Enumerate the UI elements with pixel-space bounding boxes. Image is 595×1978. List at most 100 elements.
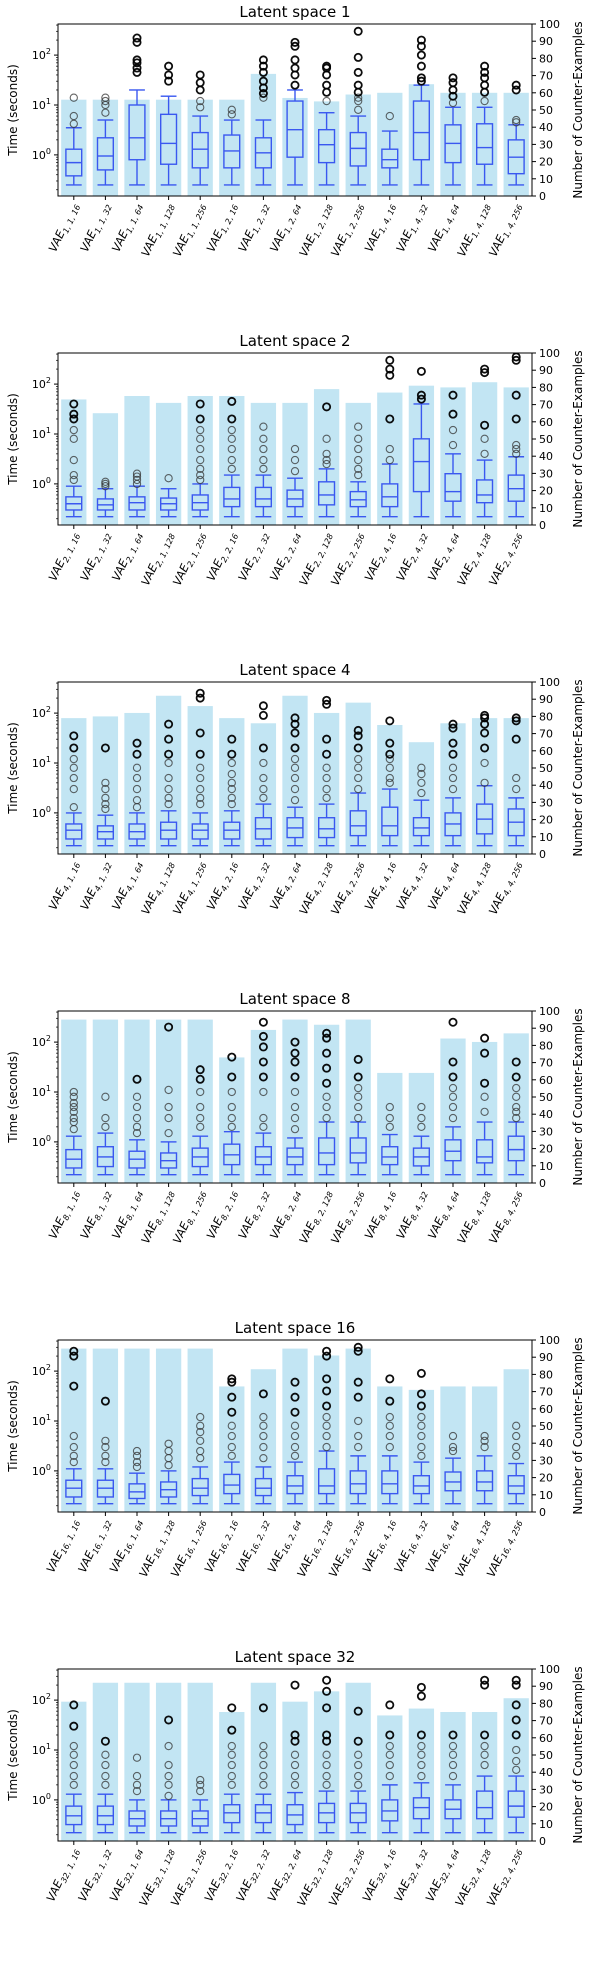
outlier-point — [385, 414, 395, 424]
outlier-point — [354, 444, 363, 454]
box-iqr — [412, 1475, 431, 1495]
y2-tick-label: 20 — [539, 485, 553, 498]
outlier-point — [69, 399, 79, 409]
outlier-point — [69, 773, 78, 783]
outlier-point — [132, 1074, 142, 1084]
y-tick-label: 100 — [32, 476, 51, 491]
outlier-point — [290, 1113, 300, 1123]
outlier-point — [416, 1730, 426, 1740]
y2-tick-label: 30 — [539, 1125, 553, 1138]
counter-example-bar — [61, 718, 87, 854]
outlier-point — [448, 763, 458, 772]
outlier-point — [354, 1416, 363, 1426]
outlier-point — [259, 1122, 268, 1132]
outlier-point — [354, 773, 363, 783]
chart-svg: Latent space 2 100 101 102 Time (seconds) 0 10… — [6, 332, 585, 589]
boxplot — [223, 1052, 241, 1176]
outlier-point — [101, 778, 110, 787]
outlier-point — [196, 1786, 205, 1796]
outlier-point — [416, 394, 426, 404]
outlier-point — [417, 778, 426, 787]
outlier-point — [101, 477, 110, 486]
boxplot — [286, 444, 304, 518]
y2-tick-label: 70 — [539, 1386, 553, 1399]
outlier-point — [354, 422, 363, 431]
y2-tick-label: 60 — [539, 416, 553, 429]
boxplot — [159, 61, 178, 186]
chart-panel-4: Latent space 8 100 101 102 Time (seconds) 0 10… — [0, 987, 595, 1316]
outlier-point — [227, 1771, 236, 1781]
y2-tick-label: 10 — [539, 502, 553, 515]
boxplot — [412, 1102, 431, 1176]
boxplot — [96, 743, 115, 847]
outlier-point — [480, 1048, 490, 1058]
boxplot — [349, 1054, 367, 1176]
outlier-point — [512, 784, 521, 794]
outlier-point — [290, 719, 300, 729]
outlier-point — [417, 1421, 426, 1430]
boxplot — [65, 1346, 83, 1505]
y2-tick-label: 70 — [539, 1715, 553, 1728]
outlier-point — [354, 1092, 363, 1101]
boxplot — [286, 1377, 304, 1505]
counter-example-bar — [124, 396, 150, 525]
outlier-point — [448, 1017, 458, 1027]
box-iqr — [191, 823, 209, 840]
counter-example-bar — [440, 723, 466, 854]
outlier-point — [480, 364, 490, 374]
outlier-point — [227, 1407, 237, 1417]
outlier-point — [290, 1736, 300, 1746]
outlier-point — [132, 763, 142, 772]
outlier-point — [322, 784, 331, 794]
outlier-point — [132, 1780, 142, 1790]
outlier-point — [480, 80, 490, 90]
outlier-point — [385, 111, 394, 121]
counter-example-bar — [155, 1019, 182, 1183]
outlier-point — [417, 1431, 426, 1441]
outlier-point — [322, 763, 331, 772]
outlier-point — [353, 67, 363, 77]
y2-tick-label: 30 — [539, 796, 553, 809]
outlier-point — [322, 1033, 332, 1043]
outlier-point — [227, 1780, 236, 1790]
outlier-point — [227, 1087, 236, 1097]
box-iqr — [349, 131, 367, 167]
outlier-point — [322, 773, 331, 783]
outlier-point — [354, 1442, 363, 1452]
boxplot — [286, 1037, 304, 1176]
outlier-point — [416, 390, 426, 400]
outlier-point — [322, 96, 331, 106]
outlier-point — [164, 773, 173, 783]
outlier-point — [227, 105, 236, 114]
outlier-point — [354, 763, 363, 772]
boxplot — [65, 1087, 83, 1176]
boxplot — [476, 61, 494, 186]
outlier-point — [258, 1389, 268, 1399]
outlier-point — [196, 425, 205, 435]
boxplot — [223, 396, 241, 518]
outlier-point — [322, 1048, 332, 1058]
box-iqr — [254, 486, 273, 508]
boxplot — [349, 1706, 367, 1834]
counter-example-bar — [345, 702, 371, 854]
y-tick-label: 100 — [32, 1134, 51, 1149]
y2-tick-label: 20 — [539, 1472, 553, 1485]
outlier-point — [448, 425, 458, 435]
boxplot — [159, 719, 178, 847]
y2-axis-label: Number of Counter-Examples — [571, 21, 585, 198]
outlier-point — [101, 1436, 110, 1445]
outlier-point — [448, 1092, 458, 1101]
chart-svg: Latent space 8 100 101 102 Time (seconds) 0 10… — [6, 990, 585, 1247]
outlier-point — [385, 1760, 394, 1770]
y2-tick-label: 30 — [539, 138, 553, 151]
outlier-point — [258, 710, 268, 720]
outlier-point — [448, 1442, 458, 1452]
outlier-point — [227, 749, 237, 759]
outlier-point — [354, 754, 363, 764]
outlier-point — [480, 710, 490, 720]
boxplot — [65, 93, 83, 186]
outlier-point — [164, 1760, 173, 1770]
outlier-point — [164, 1715, 174, 1725]
boxplot — [223, 1703, 241, 1834]
outlier-point — [417, 769, 426, 779]
